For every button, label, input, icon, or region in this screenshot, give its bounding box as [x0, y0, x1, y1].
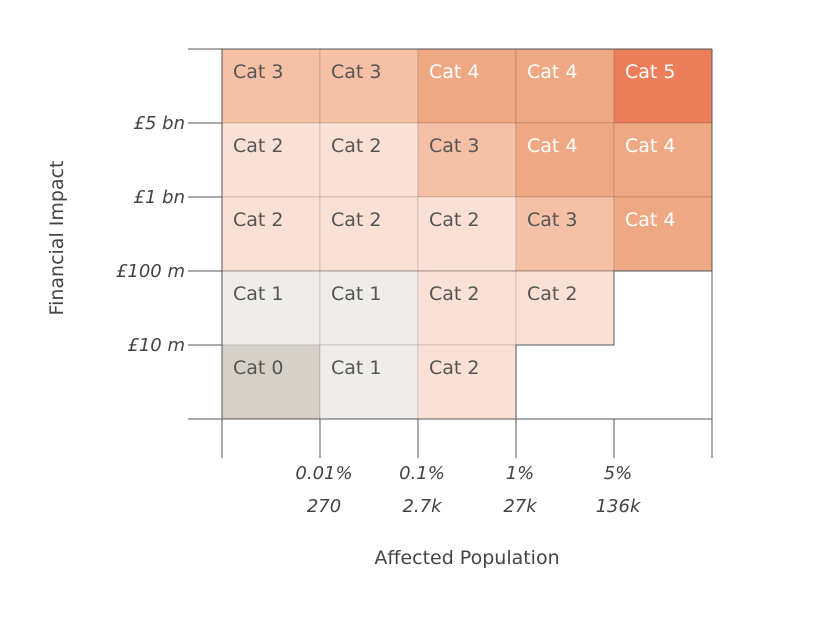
- x-tick-label-count: 27k: [503, 496, 538, 517]
- x-tick-label-count: 136k: [596, 496, 642, 517]
- y-tick-label: £1 bn: [134, 187, 185, 208]
- cell-category-label: Cat 1: [331, 283, 382, 305]
- x-tick-label-percent: 0.01%: [295, 463, 352, 484]
- matrix-cell: [319, 48, 419, 124]
- cell-category-label: Cat 3: [527, 209, 578, 231]
- matrix-cells: Cat 3 Cat 3 Cat 4 Cat 4 Cat 5 Cat 2 Cat 2 Cat 3…: [221, 48, 713, 420]
- x-tick-label-percent: 1%: [506, 463, 535, 484]
- cell-category-label: Cat 0: [233, 357, 284, 379]
- matrix-cell: [319, 196, 419, 272]
- cell-category-label: Cat 4: [527, 135, 578, 157]
- cell-category-label: Cat 3: [233, 61, 284, 83]
- cell-category-label: Cat 3: [331, 61, 382, 83]
- grid-lines: [188, 48, 713, 458]
- cell-category-label: Cat 2: [429, 283, 480, 305]
- cell-category-label: Cat 1: [331, 357, 382, 379]
- matrix-cell: [515, 270, 615, 346]
- cell-category-label: Cat 4: [527, 61, 578, 83]
- x-tick-label-count: 270: [307, 496, 341, 517]
- cell-category-label: Cat 2: [429, 357, 480, 379]
- cell-category-label: Cat 5: [625, 61, 676, 83]
- cell-category-label: Cat 2: [331, 209, 382, 231]
- matrix-cell: [417, 344, 517, 420]
- x-tick-label-percent: 0.1%: [399, 463, 445, 484]
- cell-category-label: Cat 2: [331, 135, 382, 157]
- x-tick-label-count: 2.7k: [402, 496, 443, 517]
- cell-category-label: Cat 2: [429, 209, 480, 231]
- matrix-cell: [613, 48, 713, 124]
- cell-category-label: Cat 1: [233, 283, 284, 305]
- x-axis-ticks: 0.01% 270 0.1% 2.7k 1% 27k 5% 136k: [295, 419, 642, 517]
- matrix-cell: [417, 196, 517, 272]
- matrix-cell: [417, 270, 517, 346]
- y-tick-label: £5 bn: [134, 113, 185, 134]
- matrix-cell: [515, 196, 615, 272]
- matrix-cell: [319, 344, 419, 420]
- cell-category-label: Cat 2: [233, 135, 284, 157]
- matrix-cell: [319, 270, 419, 346]
- cell-category-label: Cat 3: [429, 135, 480, 157]
- matrix-cell: [613, 122, 713, 198]
- matrix-cell: [221, 122, 321, 198]
- cell-category-label: Cat 4: [625, 135, 676, 157]
- matrix-cell: [221, 344, 321, 420]
- y-axis-ticks: £5 bn £1 bn £100 m £10 m: [116, 113, 222, 356]
- cell-category-label: Cat 4: [625, 209, 676, 231]
- x-tick-label-percent: 5%: [604, 463, 633, 484]
- y-axis-title: Financial Impact: [46, 161, 68, 316]
- matrix-cell: [221, 48, 321, 124]
- x-axis-title: Affected Population: [374, 547, 559, 569]
- region-boundary-line: [515, 270, 712, 419]
- cell-category-label: Cat 2: [527, 283, 578, 305]
- cell-category-label: Cat 2: [233, 209, 284, 231]
- cell-category-label: Cat 4: [429, 61, 480, 83]
- matrix-cell: [515, 48, 615, 124]
- y-tick-label: £10 m: [127, 335, 185, 356]
- matrix-cell: [417, 122, 517, 198]
- y-tick-label: £100 m: [116, 261, 185, 282]
